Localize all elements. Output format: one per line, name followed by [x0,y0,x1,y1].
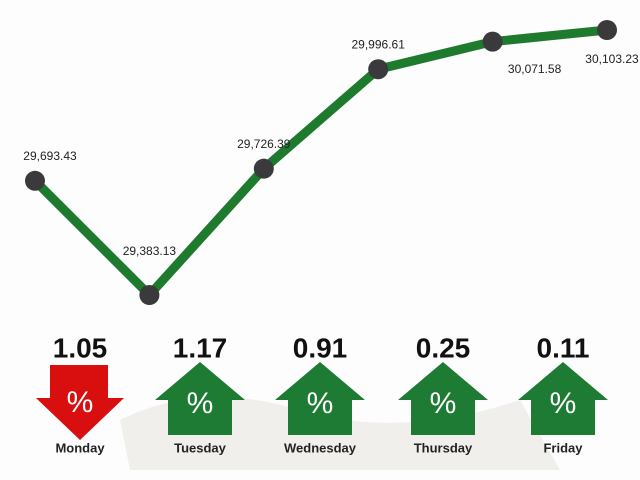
value-label: 29,726.39 [237,137,291,151]
value-label: 1.05 [53,332,108,363]
arrow [275,362,365,435]
percent-symbol: % [430,387,457,420]
percent-symbol: % [550,387,577,420]
day-label: Tuesday [174,440,227,455]
point [139,285,160,305]
arrow [155,362,245,435]
day-label: Friday [543,440,583,455]
point [253,158,274,179]
day-label: Monday [55,440,105,455]
value-label: 0.11 [537,332,590,363]
line [31,25,608,300]
value-label: 30,071.58 [508,62,562,76]
value-label: 29,693.43 [23,149,77,163]
percent-symbol: % [67,386,94,419]
point [25,170,45,191]
point [368,59,389,80]
value-label: 0.91 [293,332,348,363]
percent-symbol: % [187,387,214,420]
value-label: 0.25 [416,332,471,363]
percent-symbol: % [307,387,334,420]
arrow [518,362,608,435]
day-label: Thursday [414,440,473,455]
point [482,31,503,52]
value-label: 29,383.13 [123,244,177,258]
arrow [398,362,488,435]
value-label: 1.17 [173,332,228,363]
point [597,20,617,40]
arrow [36,365,124,440]
value-label: 30,103.23 [585,52,639,66]
value-label: 29,996.61 [352,37,406,51]
day-label: Wednesday [284,440,357,455]
